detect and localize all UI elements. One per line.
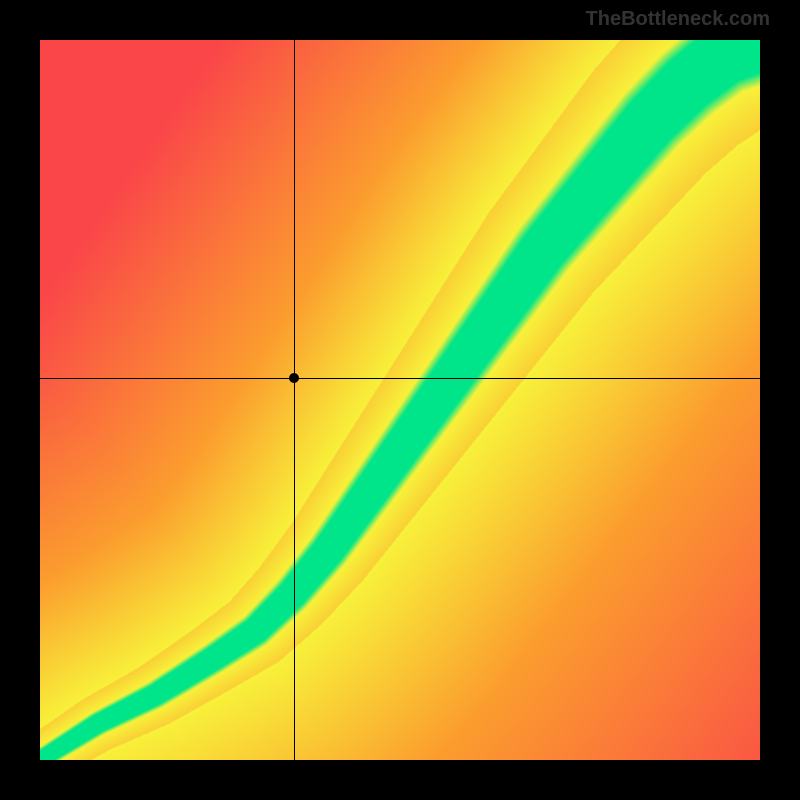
crosshair-vertical — [294, 40, 295, 760]
watermark-text: TheBottleneck.com — [586, 8, 770, 31]
heatmap-canvas — [40, 40, 760, 760]
bottleneck-heatmap — [40, 40, 760, 760]
crosshair-marker — [289, 373, 299, 383]
crosshair-horizontal — [40, 378, 760, 379]
